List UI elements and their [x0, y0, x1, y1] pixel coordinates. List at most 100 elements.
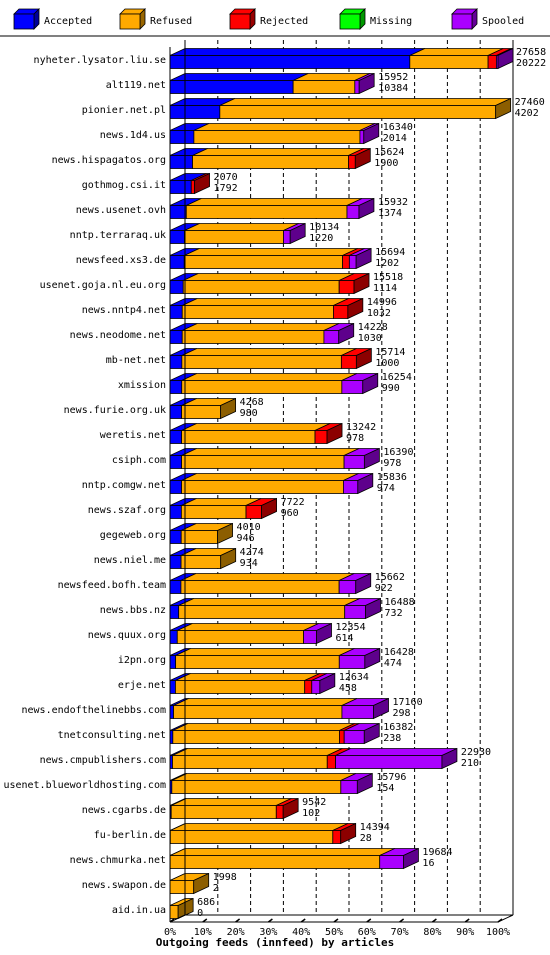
accepted-value-label: 1220: [309, 233, 333, 244]
bar-segment: [311, 680, 321, 694]
x-tick-mark: [235, 918, 241, 923]
bar-segment-top: [178, 598, 360, 606]
bar-segment-top: [181, 373, 358, 381]
bar-segment: [192, 155, 349, 169]
bar-segment: [181, 330, 325, 344]
bar-segment: [326, 755, 336, 769]
x-axis-title: Outgoing feeds (innfeed) by articles: [156, 936, 394, 949]
bar-segment-top: [180, 573, 355, 581]
bar-segment: [181, 430, 316, 444]
bar-segment-top: [193, 123, 376, 131]
bar-segment: [169, 280, 184, 294]
offered-value-label: 16488: [385, 597, 415, 608]
bar-segment: [340, 780, 358, 794]
bar-segment: [314, 430, 328, 444]
category-label: newsfeed.xs3.de: [76, 255, 166, 266]
bar-segment: [169, 880, 195, 894]
bar-segment-side: [357, 472, 374, 495]
x-tick-mark: [202, 918, 208, 923]
bar-segment: [275, 805, 284, 819]
accepted-value-label: 960: [281, 508, 299, 519]
bar-segment: [193, 130, 361, 144]
bar-segment-side: [353, 272, 370, 295]
x-tick-label: 80%: [423, 927, 441, 938]
bar-segment: [348, 155, 356, 169]
bar-segment-top: [183, 273, 355, 281]
bar-segment-side: [177, 897, 194, 920]
accepted-value-label: 102: [302, 808, 320, 819]
bar-segment-side: [358, 197, 375, 220]
bar-segment-top: [181, 423, 331, 431]
bar-segment: [219, 105, 497, 119]
bar-segment-top: [182, 298, 349, 306]
bar-segment-top: [173, 698, 358, 706]
bar-segment-side: [316, 622, 332, 645]
bar-segment: [343, 730, 365, 744]
bar-segment: [169, 405, 183, 419]
category-label: alt119.net: [106, 80, 166, 91]
x-tick-mark: [366, 918, 372, 923]
bar-segment: [344, 605, 366, 619]
offered-value-label: 14394: [360, 822, 390, 833]
accepted-value-label: 990: [382, 383, 400, 394]
x-tick-label: 70%: [391, 927, 409, 938]
bar-segment-top: [171, 798, 292, 806]
accepted-value-label: 10384: [378, 83, 408, 94]
bar-segment: [341, 705, 374, 719]
accepted-value-label: 154: [376, 783, 394, 794]
bar-segment: [170, 805, 277, 819]
offered-value-label: 4274: [240, 547, 264, 558]
offered-value-label: 16390: [383, 447, 413, 458]
legend-swatch-face: [229, 13, 251, 30]
bar-segment: [338, 580, 357, 594]
bar-segment: [180, 530, 218, 544]
bar-segment: [354, 80, 360, 94]
bar-segment-side: [193, 872, 210, 895]
bar-segment-top: [170, 848, 395, 856]
bar-segment-top: [170, 823, 348, 831]
bar-segment: [169, 630, 178, 644]
bar-segment-side: [354, 147, 371, 170]
bar-segment: [171, 780, 342, 794]
accepted-value-label: 210: [461, 758, 479, 769]
bar-segment-side: [358, 72, 375, 95]
bar-segment-side: [220, 547, 237, 570]
offered-value-label: 15932: [378, 197, 408, 208]
bar-segment: [332, 830, 342, 844]
bar-segment: [169, 705, 174, 719]
x-tick-label: 10%: [194, 927, 212, 938]
accepted-value-label: 1792: [214, 183, 238, 194]
category-label: news.nntp4.net: [82, 305, 166, 316]
bar-segment: [169, 55, 411, 69]
bar-segment-side: [217, 522, 233, 545]
bar-segment: [185, 205, 348, 219]
bar-segment-top: [171, 773, 356, 781]
bar-segment: [359, 130, 365, 144]
accepted-value-label: 1374: [378, 208, 402, 219]
bar-segment: [343, 480, 359, 494]
accepted-value-label: 1114: [373, 283, 397, 294]
x-tick-label: 100%: [486, 927, 510, 938]
category-label: news.swapon.de: [82, 880, 166, 891]
legend-label: Spooled: [482, 16, 524, 27]
category-label: usenet.goja.nl.eu.org: [40, 280, 166, 291]
accepted-value-label: 974: [377, 483, 395, 494]
offered-value-label: 1998: [213, 872, 237, 883]
bar-segment-side: [363, 447, 380, 470]
legend-swatch-face: [13, 13, 35, 30]
bar-segment-side: [365, 597, 381, 620]
bar-segment: [169, 180, 192, 194]
offered-value-label: 15836: [377, 472, 407, 483]
legend-label: Rejected: [260, 16, 308, 27]
x-tick-label: 20%: [227, 927, 245, 938]
bar-segment: [341, 380, 364, 394]
offered-value-label: 13242: [346, 422, 376, 433]
bar-segment: [346, 205, 360, 219]
bar-segment: [169, 530, 182, 544]
bar-segment-top: [409, 48, 504, 56]
category-label: nntp.comgw.net: [82, 480, 166, 491]
offered-value-label: 16428: [384, 647, 414, 658]
bar-segment-top: [169, 48, 425, 56]
bar-segment: [283, 230, 291, 244]
